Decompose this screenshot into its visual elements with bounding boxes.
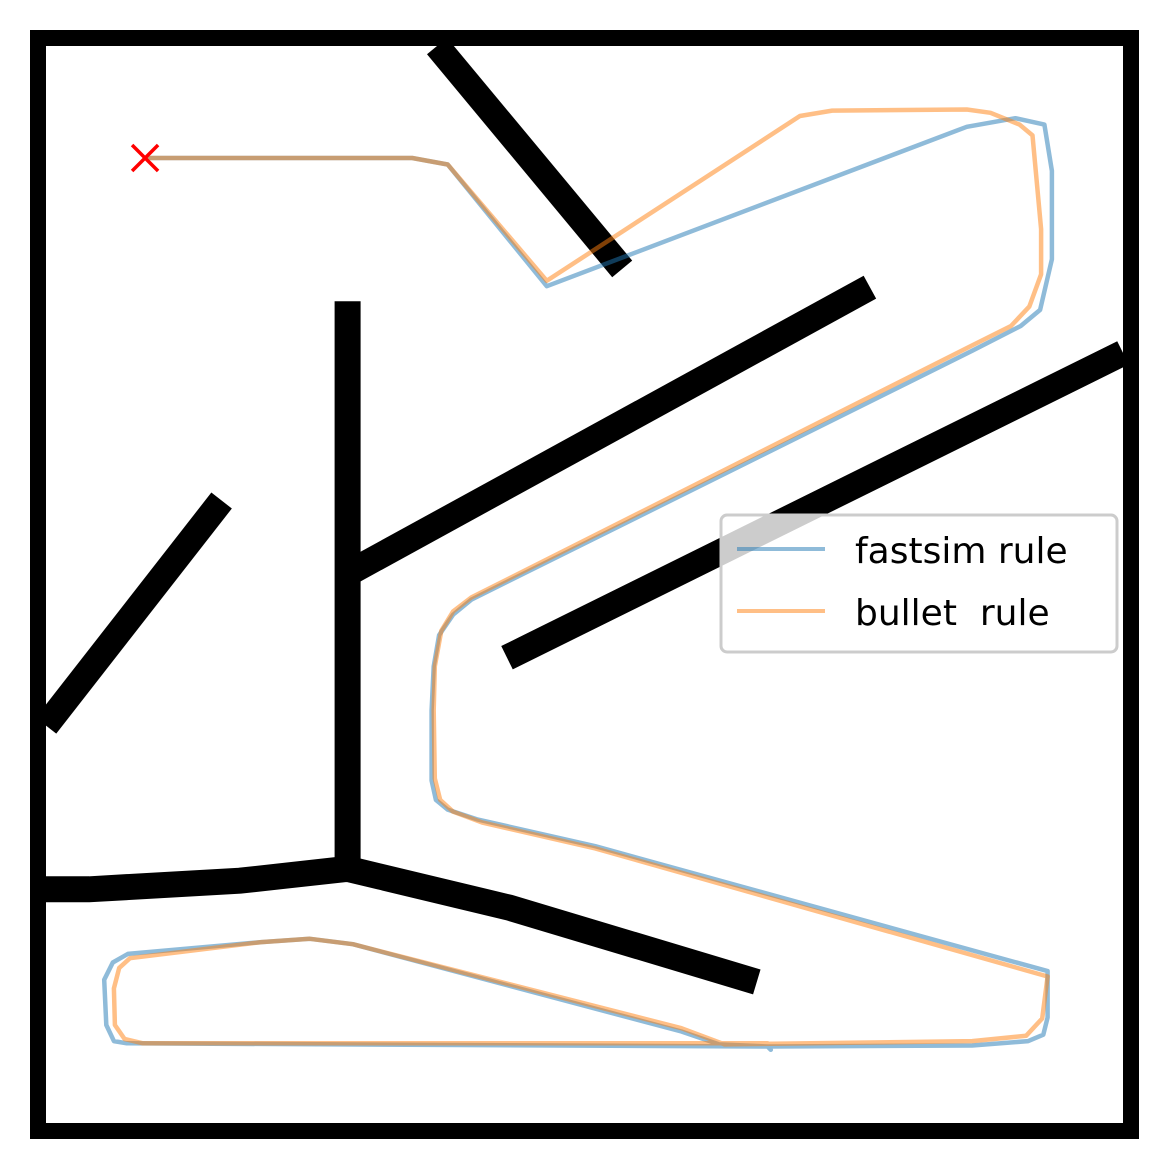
arena-frame — [30, 30, 1139, 1139]
series-layer — [101, 107, 1055, 1053]
wall-middle-diagonal — [341, 275, 877, 586]
wall-top-branch — [46, 855, 761, 995]
legend: fastsim rule bullet rule — [719, 513, 1119, 654]
legend-label-fastsim: fastsim rule — [855, 531, 1068, 572]
walls-layer — [35, 37, 1129, 995]
goal-marker — [130, 143, 160, 173]
legend-label-bullet: bullet rule — [855, 593, 1050, 634]
wall-right-diagonal — [501, 341, 1129, 670]
trajectory-bullet — [111, 107, 1050, 1047]
marker-layer — [130, 143, 160, 173]
wall-bottom-diagonal — [427, 37, 633, 278]
wall-left-diagonal — [35, 492, 232, 734]
